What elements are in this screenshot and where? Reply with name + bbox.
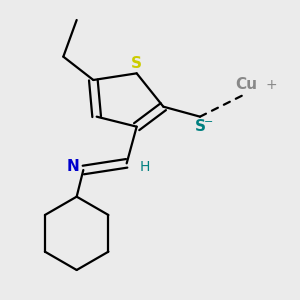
Text: S: S bbox=[131, 56, 142, 71]
Text: H: H bbox=[140, 160, 150, 174]
Text: −: − bbox=[204, 117, 213, 127]
Text: +: + bbox=[266, 78, 278, 92]
Text: N: N bbox=[67, 159, 80, 174]
Text: Cu: Cu bbox=[236, 77, 258, 92]
Text: S: S bbox=[194, 119, 206, 134]
